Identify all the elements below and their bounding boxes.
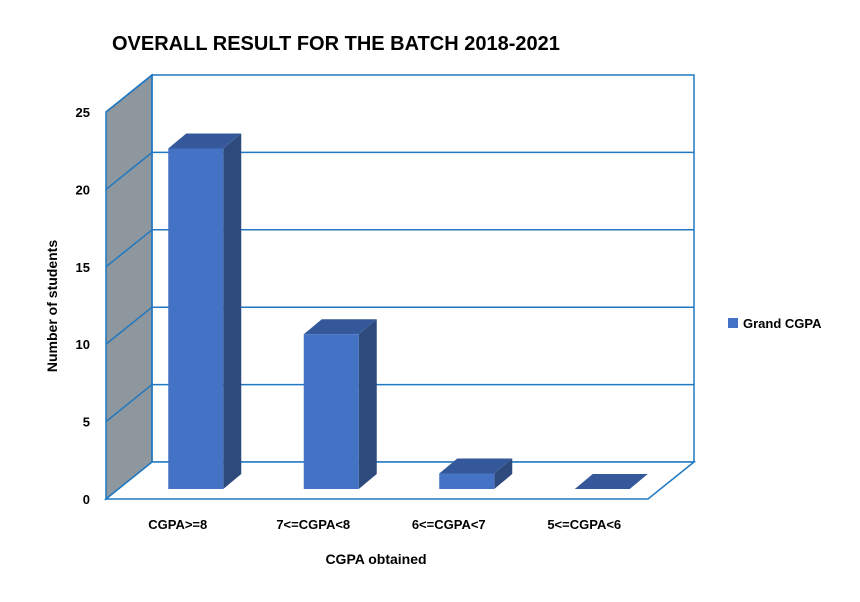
x-tick-label: CGPA>=8 [148,517,207,532]
floor [103,461,697,500]
gridline-wall [105,74,153,113]
y-tick-label: 20 [76,182,90,197]
y-tick-label: 10 [76,337,90,352]
gridline-wall [105,384,153,423]
bar-top [303,319,377,335]
chart-bars [168,133,648,489]
x-tick-label: 6<=CGPA<7 [412,517,486,532]
bar-side [358,319,377,489]
bar-front [168,148,224,489]
legend: Grand CGPA [728,316,822,331]
bar [574,474,648,489]
x-axis-label: CGPA obtained [325,551,426,567]
bar-side [223,133,242,489]
gridline-wall [105,151,153,190]
bar-front [439,473,495,489]
legend-label: Grand CGPA [743,316,822,331]
legend-swatch [728,318,738,328]
left-wall [105,73,153,501]
y-axis-label: Number of students [44,240,60,372]
chart-gridlines [105,74,694,423]
bar-top [168,133,242,149]
bar-top [439,458,513,474]
x-tick-label: 5<=CGPA<6 [547,517,621,532]
y-axis-ticks: 0 5 10 15 20 25 [76,105,90,507]
chart-title: OVERALL RESULT FOR THE BATCH 2018-2021 [112,33,560,55]
bar [303,319,377,489]
x-tick-label: 7<=CGPA<8 [276,517,350,532]
y-tick-label: 25 [76,105,90,120]
y-tick-label: 15 [76,260,90,275]
gridline-wall [105,229,153,268]
bar [168,133,242,489]
x-axis-ticks: CGPA>=8 7<=CGPA<8 6<=CGPA<7 5<=CGPA<6 [148,517,621,532]
bar [439,458,513,489]
y-tick-label: 0 [83,492,90,507]
bar-top [574,474,648,489]
bar-front [303,334,359,489]
gridline-wall [105,306,153,345]
bar-side [494,458,513,489]
y-tick-label: 5 [83,415,90,430]
